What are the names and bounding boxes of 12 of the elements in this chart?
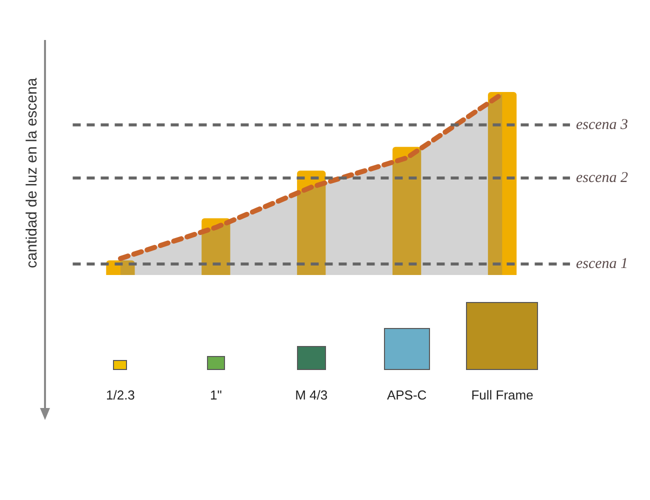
y-axis-title: cantidad de luz en la escena [24,77,40,268]
x-tick-label: 1/2.3 [106,387,135,402]
x-tick-label: Full Frame [471,387,534,402]
x-tick-label: APS-C [386,387,427,402]
ref-line-label: escena 2 [576,170,629,186]
bar [297,170,326,275]
ref-line-label: escena 1 [576,256,628,272]
bar [488,92,517,275]
ref-line-label: escena 3 [576,116,628,133]
bar [392,146,422,275]
x-tick-label: 1" [210,387,222,402]
x-tick-label: M 4/3 [295,387,328,402]
